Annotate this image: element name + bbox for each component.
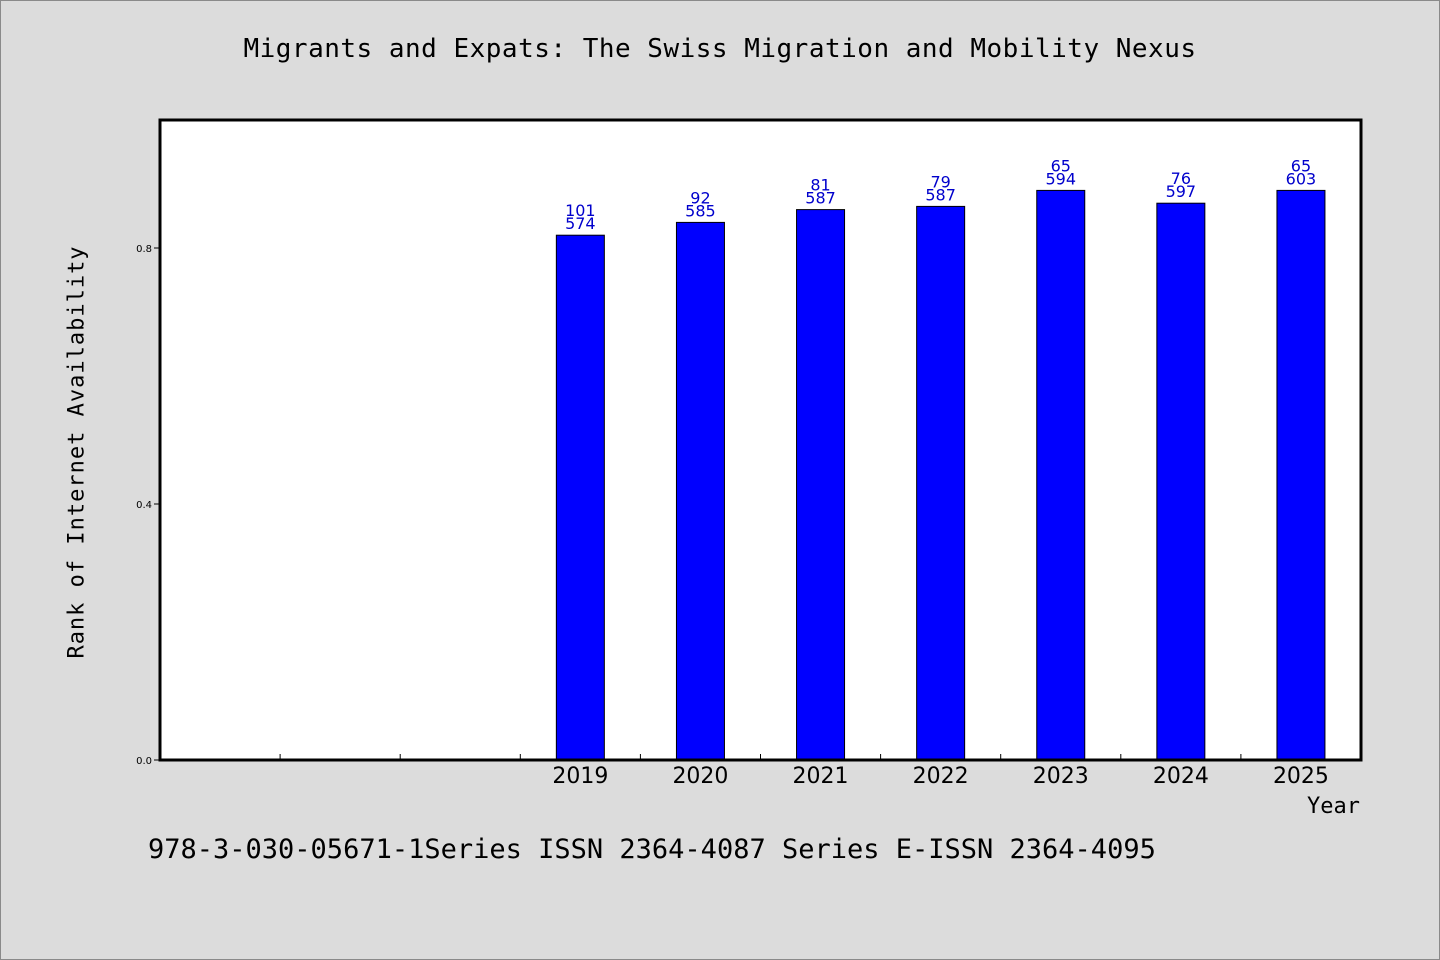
y-tick-label: 0.0 bbox=[136, 756, 152, 767]
bar-label-top: 76 bbox=[1171, 169, 1191, 188]
plot-border bbox=[158, 118, 1363, 762]
bar-label-top: 79 bbox=[930, 172, 950, 191]
y-tick-label: 0.4 bbox=[136, 500, 152, 511]
bar-label-bottom: 574 bbox=[565, 214, 596, 233]
bar-label-bottom: 597 bbox=[1166, 182, 1197, 201]
footer-isbn-text: 978-3-030-05671-1Series ISSN 2364-4087 S… bbox=[148, 834, 1156, 865]
bar-label-top: 81 bbox=[810, 176, 830, 195]
bar-label-top: 65 bbox=[1291, 156, 1311, 175]
bar-2023 bbox=[1036, 189, 1086, 761]
x-axis-label: Year bbox=[1307, 794, 1360, 819]
x-tick-label: 2019 bbox=[552, 764, 608, 789]
x-tick-label: 2023 bbox=[1033, 764, 1089, 789]
bar-2022 bbox=[916, 205, 966, 761]
bar-label-bottom: 594 bbox=[1045, 169, 1076, 188]
x-tick-label: 2021 bbox=[793, 764, 849, 789]
x-tick-label: 2024 bbox=[1153, 764, 1209, 789]
x-tick-label: 2022 bbox=[913, 764, 969, 789]
bar-label-top: 92 bbox=[690, 188, 710, 207]
x-tick-label: 2025 bbox=[1273, 764, 1329, 789]
bar-label-bottom: 587 bbox=[805, 189, 836, 208]
bar-2019 bbox=[555, 234, 605, 761]
x-tick-label: 2020 bbox=[672, 764, 728, 789]
bar-label-bottom: 585 bbox=[685, 201, 716, 220]
chart-title: Migrants and Expats: The Swiss Migration… bbox=[243, 34, 1197, 64]
bar-2020 bbox=[675, 221, 725, 761]
bar-label-top: 65 bbox=[1051, 156, 1071, 175]
bar-2021 bbox=[796, 209, 846, 761]
bar-2024 bbox=[1156, 202, 1206, 761]
bar-label-bottom: 603 bbox=[1286, 169, 1317, 188]
bar-label-bottom: 587 bbox=[925, 185, 956, 204]
y-tick-label: 0.8 bbox=[136, 244, 152, 255]
bar-label-top: 101 bbox=[565, 201, 596, 220]
bar-2025 bbox=[1276, 189, 1326, 761]
